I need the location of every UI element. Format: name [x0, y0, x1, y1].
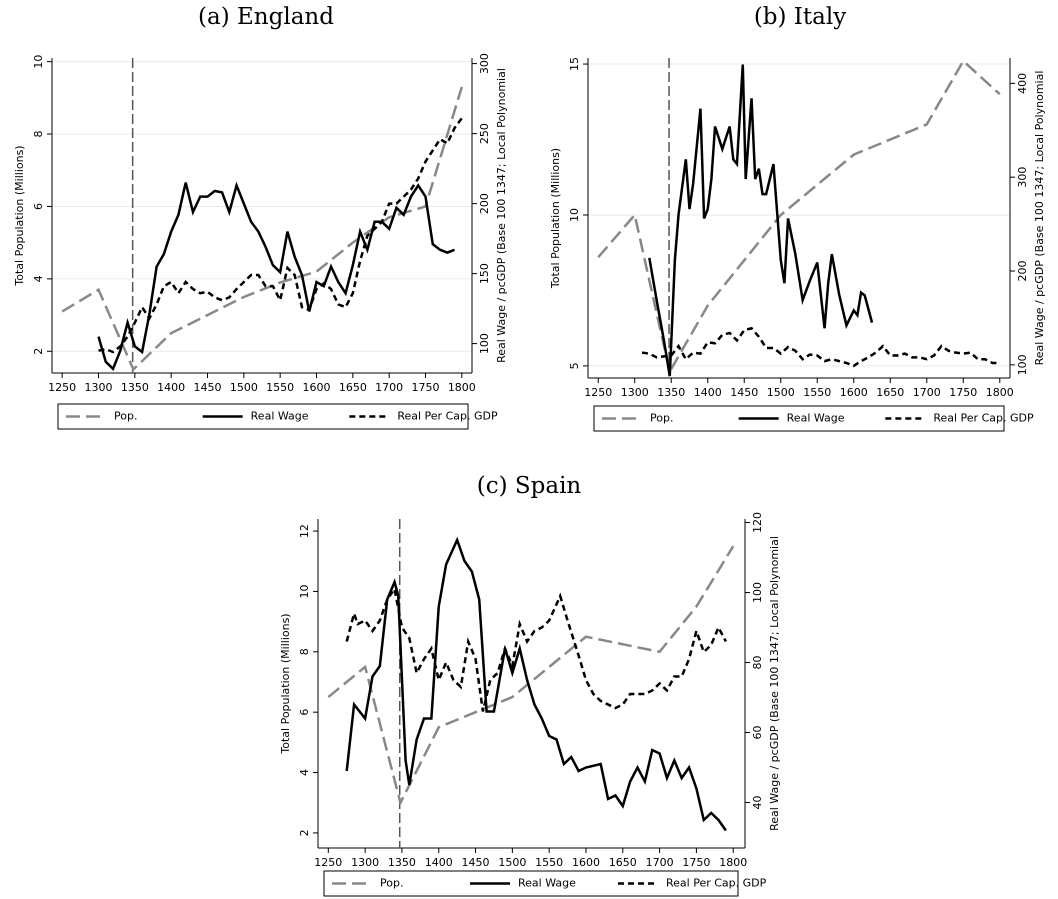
y2-tick-label: 300 [478, 53, 491, 74]
x-tick-label: 1650 [339, 381, 367, 394]
y2-tick-label: 40 [751, 796, 764, 810]
series-line [327, 545, 735, 807]
legend-label: Real Per Cap. GDP [666, 877, 767, 890]
legend-label: Real Wage [251, 410, 309, 423]
y-tick-label: 6 [298, 709, 311, 716]
x-tick-label: 1450 [462, 856, 490, 869]
y-tick-label: 6 [32, 203, 45, 210]
y-tick-label: 10 [568, 208, 581, 222]
x-tick-label: 1500 [498, 856, 526, 869]
y-tick-label: 12 [298, 524, 311, 538]
y-tick-label: 4 [298, 769, 311, 776]
y-axis-label: Total Population (Millions) [13, 145, 26, 286]
x-tick-label: 1800 [448, 381, 476, 394]
x-tick-label: 1650 [876, 386, 904, 399]
series-line [648, 64, 874, 377]
legend-label: Real Wage [518, 877, 576, 890]
legend-label: Pop. [650, 412, 673, 425]
y2-tick-label: 300 [1016, 167, 1029, 188]
x-tick-label: 1750 [949, 386, 977, 399]
y2-tick-label: 120 [751, 512, 764, 533]
x-tick-label: 1400 [694, 386, 722, 399]
x-tick-label: 1300 [621, 386, 649, 399]
x-tick-label: 1350 [657, 386, 685, 399]
y-tick-label: 10 [298, 584, 311, 598]
series-line [61, 86, 464, 372]
y-tick-label: 5 [568, 362, 581, 369]
x-tick-label: 1650 [609, 856, 637, 869]
y2-tick-label: 60 [751, 726, 764, 740]
x-tick-label: 1700 [913, 386, 941, 399]
y2-tick-label: 400 [1016, 73, 1029, 94]
x-tick-label: 1550 [535, 856, 563, 869]
y-axis-label: Total Population (Millions) [549, 148, 562, 289]
x-tick-label: 1400 [157, 381, 185, 394]
y-tick-label: 4 [32, 275, 45, 282]
chart-title: (c) Spain [477, 473, 582, 499]
x-tick-label: 1550 [266, 381, 294, 394]
legend-label: Real Per Cap. GDP [933, 412, 1034, 425]
y2-tick-label: 100 [751, 582, 764, 603]
x-tick-label: 1800 [719, 856, 747, 869]
y2-tick-label: 80 [751, 656, 764, 670]
x-tick-label: 1750 [682, 856, 710, 869]
x-tick-label: 1350 [388, 856, 416, 869]
y2-axis-label: Real Wage / pcGDP (Base 100 1347; Local … [768, 536, 781, 831]
x-tick-label: 1500 [230, 381, 258, 394]
y2-axis-label: Real Wage / pcGDP (Base 100 1347; Local … [495, 68, 508, 363]
series-line [597, 59, 1001, 376]
y2-tick-label: 100 [478, 333, 491, 354]
legend [593, 405, 1005, 432]
x-tick-label: 1750 [411, 381, 439, 394]
series-line [641, 326, 1000, 368]
y2-axis-label: Real Wage / pcGDP (Base 100 1347; Local … [1033, 71, 1046, 366]
x-tick-label: 1600 [840, 386, 868, 399]
legend-label: Real Per Cap. GDP [397, 410, 498, 423]
chart-title: (a) England [198, 4, 334, 30]
y2-tick-label: 100 [1016, 354, 1029, 375]
y-tick-label: 8 [298, 648, 311, 655]
legend-label: Pop. [380, 877, 403, 890]
y2-tick-label: 150 [478, 263, 491, 284]
x-tick-label: 1250 [48, 381, 76, 394]
legend-label: Real Wage [787, 412, 845, 425]
x-tick-label: 1350 [121, 381, 149, 394]
x-tick-label: 1300 [351, 856, 379, 869]
series-line [345, 536, 727, 832]
y-axis-label: Total Population (Millions) [279, 613, 292, 754]
legend [323, 870, 739, 897]
x-tick-label: 1450 [730, 386, 758, 399]
x-tick-label: 1250 [584, 386, 612, 399]
x-tick-label: 1600 [302, 381, 330, 394]
y-tick-label: 2 [32, 348, 45, 355]
legend [57, 403, 469, 430]
x-tick-label: 1500 [767, 386, 795, 399]
y2-tick-label: 200 [1016, 261, 1029, 282]
x-tick-label: 1700 [646, 856, 674, 869]
series-line [345, 585, 727, 712]
y-tick-label: 2 [298, 829, 311, 836]
x-tick-label: 1800 [986, 386, 1014, 399]
series-line [97, 181, 456, 371]
y-tick-label: 8 [32, 131, 45, 138]
x-tick-label: 1250 [314, 856, 342, 869]
x-tick-label: 1450 [194, 381, 222, 394]
chart-title: (b) Italy [754, 4, 846, 30]
series-line [98, 117, 463, 354]
x-tick-label: 1400 [425, 856, 453, 869]
x-tick-label: 1600 [572, 856, 600, 869]
y-tick-label: 15 [568, 57, 581, 71]
y2-tick-label: 200 [478, 193, 491, 214]
x-tick-label: 1300 [85, 381, 113, 394]
y2-tick-label: 250 [478, 123, 491, 144]
x-tick-label: 1550 [803, 386, 831, 399]
y-tick-label: 10 [32, 55, 45, 69]
legend-label: Pop. [114, 410, 137, 423]
x-tick-label: 1700 [375, 381, 403, 394]
